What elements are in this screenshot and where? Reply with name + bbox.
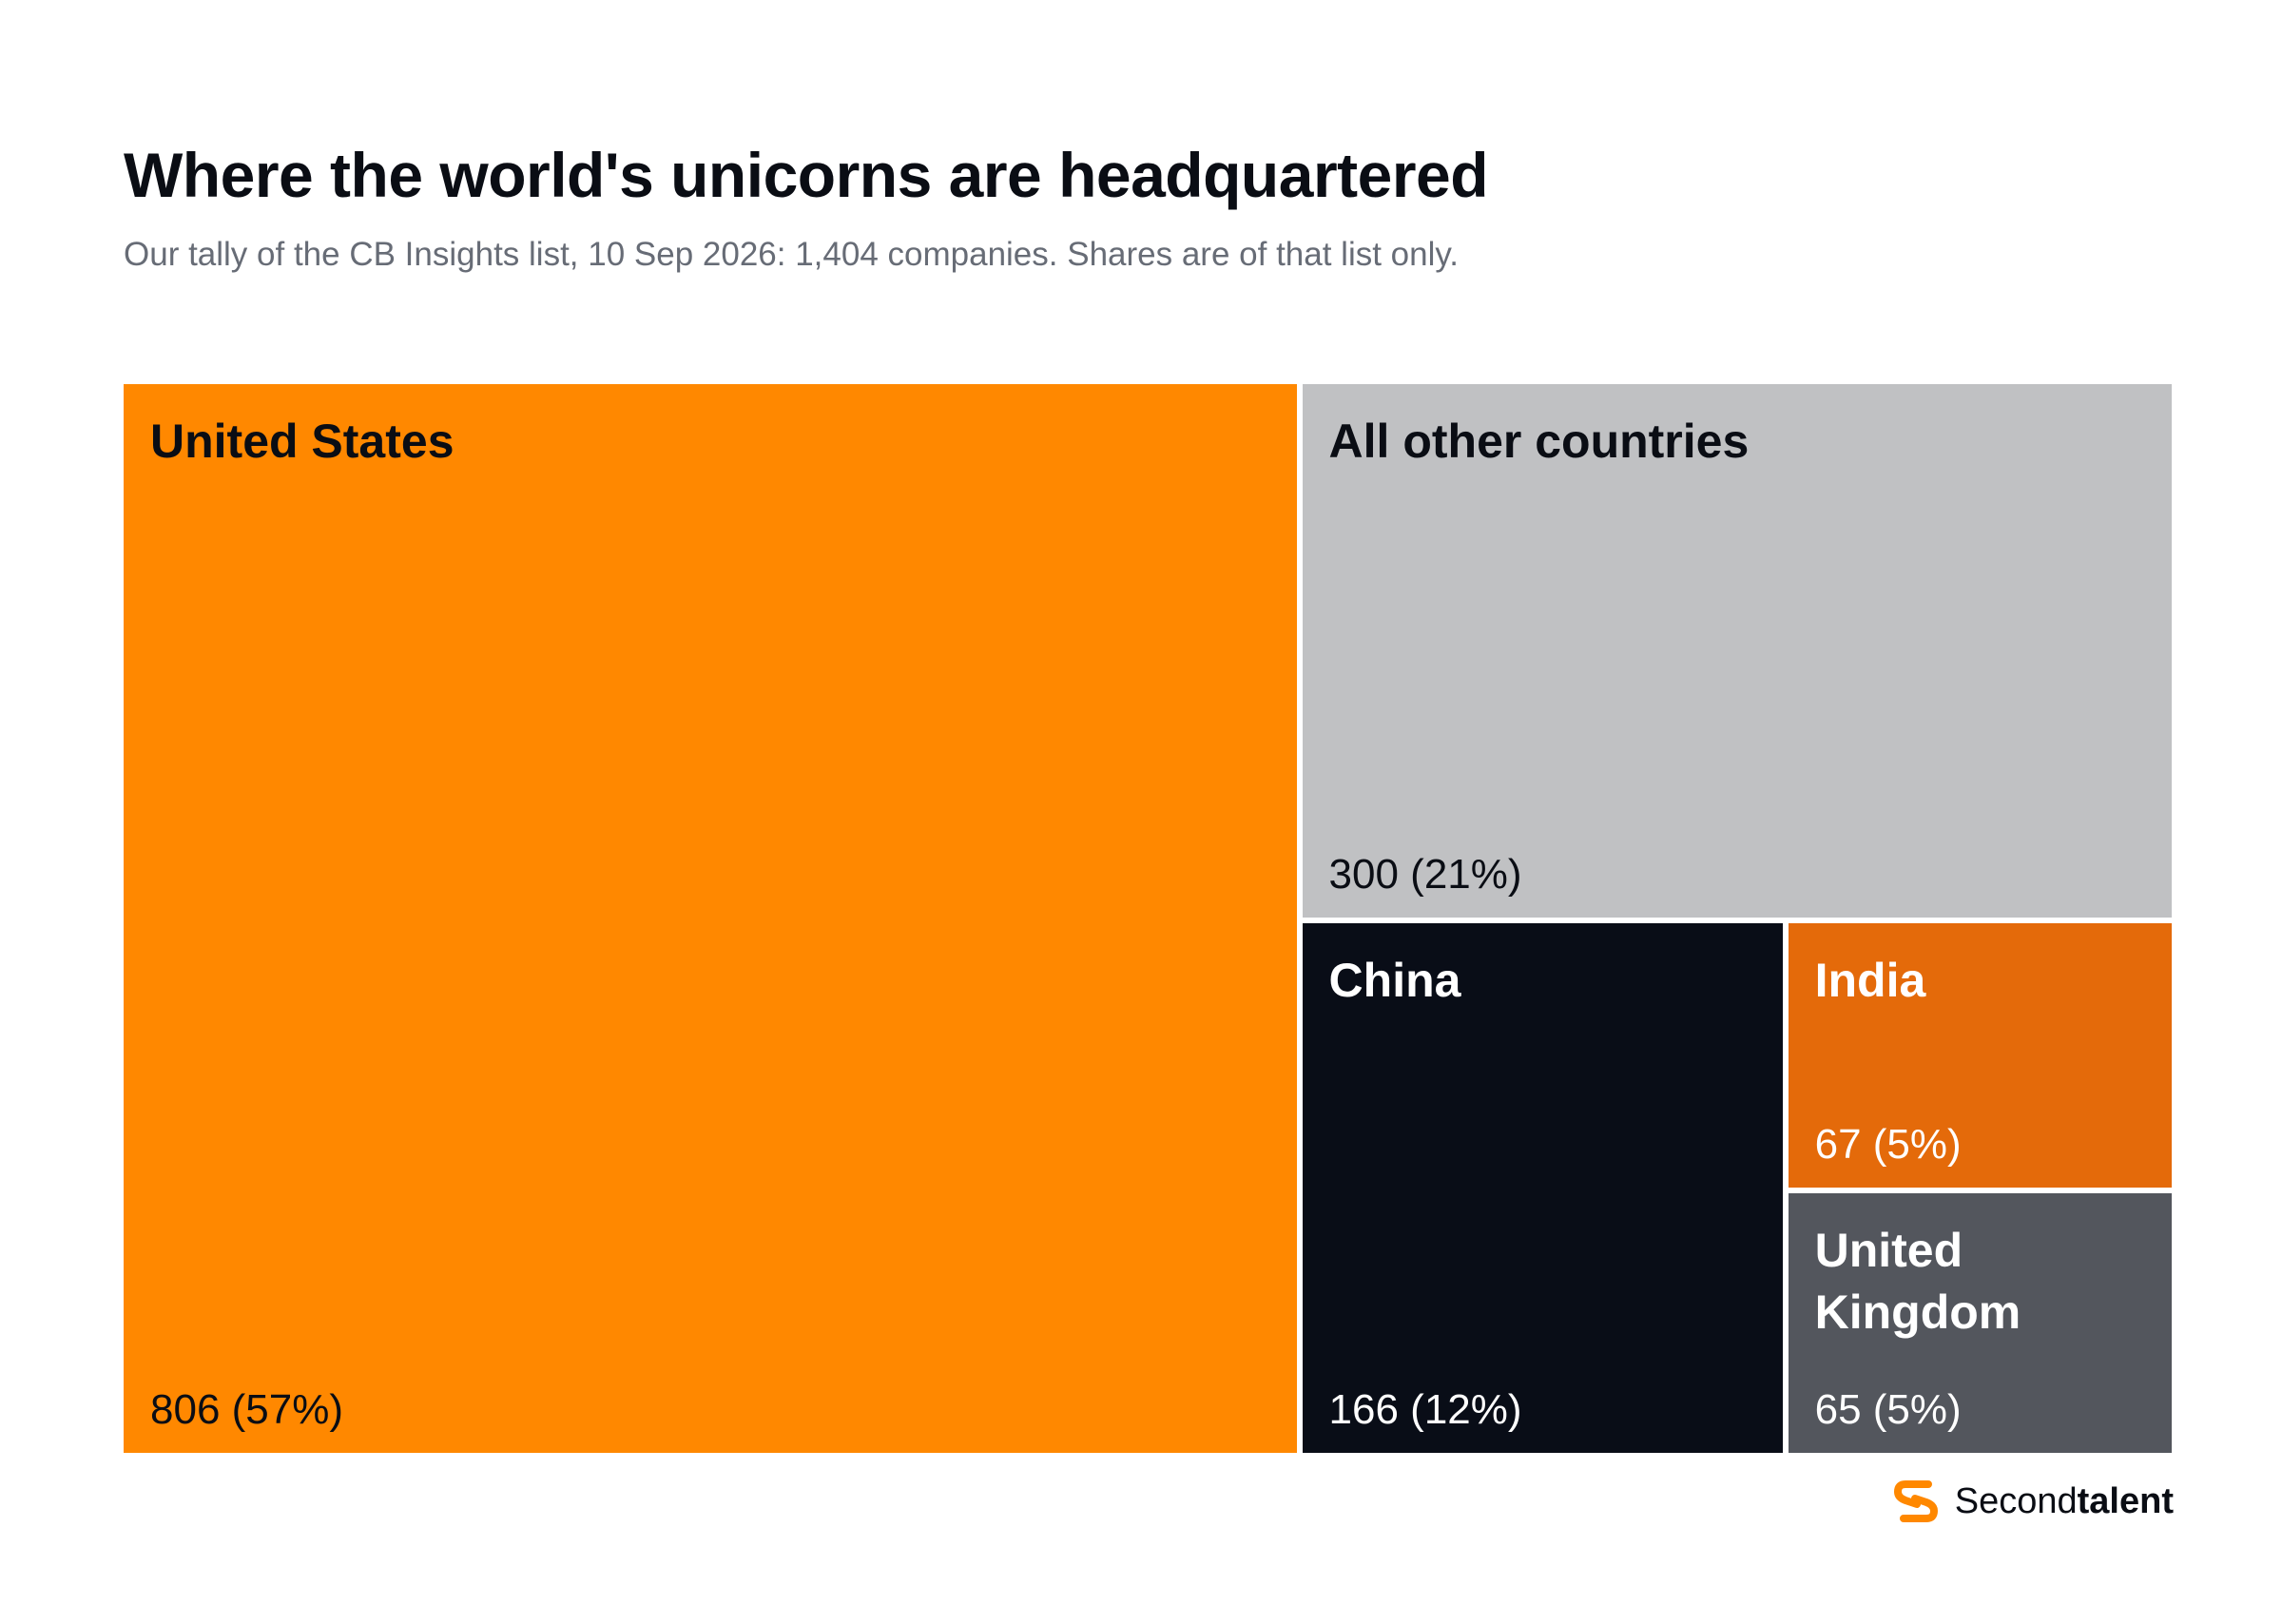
tile-value: 65 (5%) bbox=[1814, 1385, 1962, 1433]
brand-name-bold: talent bbox=[2077, 1480, 2174, 1521]
tile-label: All other countries bbox=[1328, 415, 1750, 468]
tile-value: 67 (5%) bbox=[1814, 1121, 1962, 1169]
brand-logo: Secondtalent bbox=[1890, 1476, 2174, 1527]
tile-india: India 67 (5%) bbox=[1788, 922, 2172, 1189]
tile-value: 166 (12%) bbox=[1328, 1385, 1522, 1433]
chart-subtitle: Our tally of the CB Insights list, 10 Se… bbox=[124, 236, 1459, 273]
tile-label: India bbox=[1814, 953, 1926, 1007]
tile-value: 300 (21%) bbox=[1328, 850, 1522, 898]
tile-label: United Kingdom bbox=[1814, 1224, 2021, 1340]
tile-china: China 166 (12%) bbox=[1302, 922, 1783, 1453]
treemap: United States 806 (57%) All other countr… bbox=[124, 384, 2172, 1453]
tile-all-other-countries: All other countries 300 (21%) bbox=[1302, 384, 2172, 918]
tile-label: United States bbox=[150, 415, 454, 468]
tile-united-kingdom: United Kingdom 65 (5%) bbox=[1788, 1193, 2172, 1453]
tile-united-states: United States 806 (57%) bbox=[124, 384, 1297, 1453]
tile-label: China bbox=[1328, 953, 1461, 1007]
secondtalent-s-icon bbox=[1893, 1480, 1938, 1522]
chart-title: Where the world's unicorns are headquart… bbox=[124, 140, 1489, 210]
tile-value: 806 (57%) bbox=[150, 1386, 344, 1433]
brand-wordmark: Secondtalent bbox=[1955, 1481, 2174, 1522]
brand-name-regular: Second bbox=[1954, 1480, 2078, 1521]
